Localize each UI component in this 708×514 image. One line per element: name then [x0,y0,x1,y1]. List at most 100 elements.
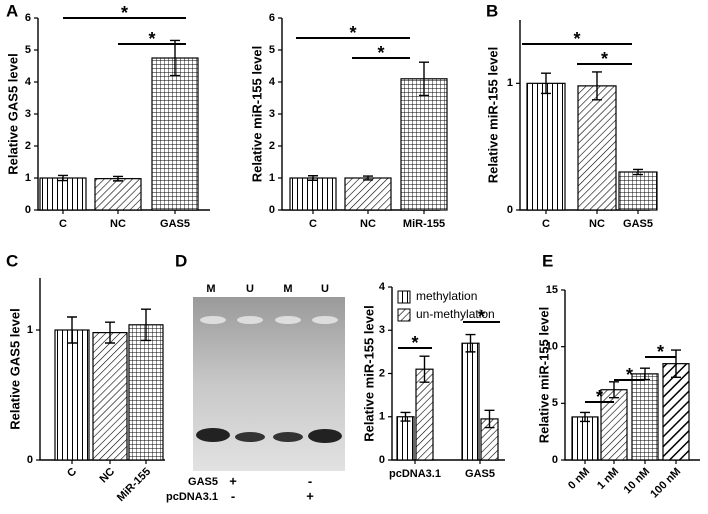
error-bar [465,333,476,353]
panel-label: C [6,251,18,270]
bar [662,363,690,461]
lane-label: U [321,283,329,295]
y-axis-label: Relative miR-155 level [485,47,500,184]
x-tick-label: pcDNA3.1 [389,468,441,480]
error-bar [580,411,590,423]
significance-star: * [596,387,603,407]
bar [631,373,659,461]
error-bar [484,409,495,429]
significance-star: * [657,342,664,362]
y-tick-label: 3 [25,108,31,120]
significance-star: * [626,365,633,385]
significance-star: * [573,29,580,49]
legend-label: methylation [416,289,477,303]
x-tick-label: NC [360,218,376,230]
y-tick-label: 5 [25,44,31,56]
significance-star: * [148,29,155,49]
row-label: pcDNA3.1 [166,491,218,503]
y-tick-label: 4 [379,281,386,293]
bar [94,178,142,211]
error-bar [58,174,68,182]
y-tick-label: 0 [379,454,385,466]
x-tick-label: GAS5 [623,218,653,230]
y-tick-label: 10 [546,341,558,353]
legend-swatch [397,308,411,322]
error-bar [592,71,602,101]
x-tick-label: C [65,466,79,480]
bar [344,177,392,211]
y-tick-label: 3 [379,324,385,336]
error-bar [105,321,115,344]
lane-label: M [206,283,215,295]
error-bar [67,316,77,344]
y-axis-label: Relative GAS5 level [5,53,20,174]
row-mark: + [306,488,314,503]
error-bar [609,381,619,399]
x-tick-label: 1 nM [595,466,621,492]
y-axis-label: Relative miR-155 level [536,307,551,444]
y-tick-label: 0 [552,454,558,466]
x-tick-label: C [542,218,550,230]
y-tick-label: 4 [269,76,276,88]
y-axis-label: Relative GAS5 level [7,308,22,429]
y-tick-label: 3 [269,108,275,120]
x-tick-label: NC [97,466,117,486]
panel-label: D [175,251,187,270]
y-tick-label: 0 [507,204,513,216]
y-axis-label: Relative miR-155 level [249,46,264,183]
legend-label: un-methylation [416,307,495,321]
y-tick-label: 1 [269,172,275,184]
y-tick-label: 5 [269,44,275,56]
panel-label: B [486,1,498,20]
error-bar [419,61,429,97]
x-tick-label: MiR-155 [115,466,153,504]
bar [92,332,128,461]
y-tick-label: 5 [552,397,558,409]
panel-label: A [6,1,18,20]
significance-star: * [121,3,128,23]
bar [526,82,566,211]
y-tick-label: 1 [25,172,31,184]
significance-star: * [478,307,485,327]
bar [600,389,628,461]
bar [577,85,617,211]
bar [128,324,164,461]
bar [39,177,87,211]
x-tick-label: GAS5 [465,468,495,480]
bar [571,416,599,461]
significance-star: * [411,333,418,353]
error-bar [400,411,411,422]
bar [396,416,415,461]
y-tick-label: 15 [546,284,558,296]
y-tick-label: 6 [269,12,275,24]
error-bar [363,175,373,181]
x-tick-label: C [59,218,67,230]
gel-image [193,297,345,471]
y-tick-label: 0 [25,204,31,216]
bar [151,57,199,211]
x-tick-label: C [309,218,317,230]
y-tick-label: 6 [25,12,31,24]
panel-label: E [542,251,553,270]
x-tick-label: 0 nM [566,466,592,492]
x-tick-label: NC [589,218,605,230]
x-tick-label: GAS5 [160,218,190,230]
bar [400,78,448,211]
row-label: GAS5 [188,476,218,488]
row-mark: - [308,473,312,488]
y-tick-label: 2 [269,140,275,152]
error-bar [541,72,551,95]
y-tick-label: 2 [25,140,31,152]
significance-star: * [601,49,608,69]
bar [289,177,337,211]
bar [461,342,480,461]
error-bar [113,175,123,182]
lane-label: M [283,283,292,295]
row-mark: + [229,473,237,488]
error-bar [419,355,430,383]
error-bar [633,168,643,176]
y-tick-label: 4 [25,76,32,88]
y-tick-label: 1 [379,411,385,423]
x-tick-label: NC [110,218,126,230]
